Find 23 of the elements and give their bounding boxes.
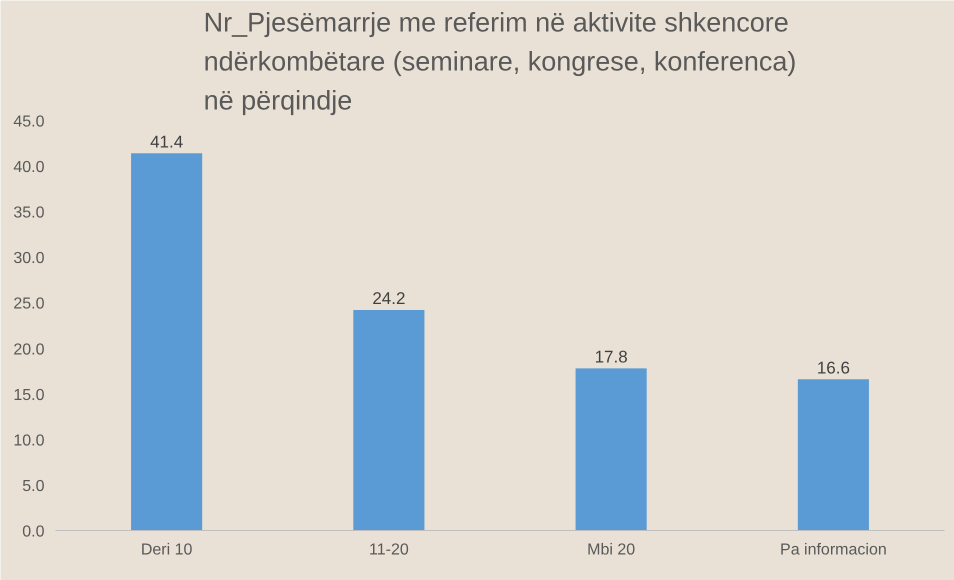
bar [798, 379, 869, 530]
bar [576, 368, 647, 530]
chart-title: Nr_Pjesëmarrje me referim në aktivite shkencore ndërkombëtare (seminare, kongrese, konferenca) në përqindje [204, 8, 796, 116]
y-tick-label: 25.0 [13, 296, 45, 313]
y-tick-label: 5.0 [22, 478, 45, 495]
data-label: 41.4 [150, 132, 184, 152]
data-label: 24.2 [372, 289, 406, 308]
bar [353, 310, 424, 530]
data-label: 17.8 [594, 347, 628, 366]
y-tick-label: 20.0 [13, 341, 45, 358]
y-tick-label: 35.0 [13, 204, 45, 222]
y-tick-label: 40.0 [13, 159, 45, 176]
x-tick-label: Pa informacion [780, 542, 887, 558]
data-label: 16.6 [816, 358, 850, 378]
y-tick-label: 30.0 [13, 250, 45, 268]
y-tick-label: 45.0 [13, 114, 45, 130]
y-tick-label: 15.0 [13, 386, 45, 404]
y-tick-label: 10.0 [13, 432, 45, 450]
bar [131, 153, 202, 530]
x-tick-label: Deri 10 [140, 542, 193, 558]
y-tick-label: 0.0 [22, 524, 45, 540]
x-tick-label: Mbi 20 [587, 542, 636, 558]
x-tick-label: 11-20 [369, 542, 409, 558]
